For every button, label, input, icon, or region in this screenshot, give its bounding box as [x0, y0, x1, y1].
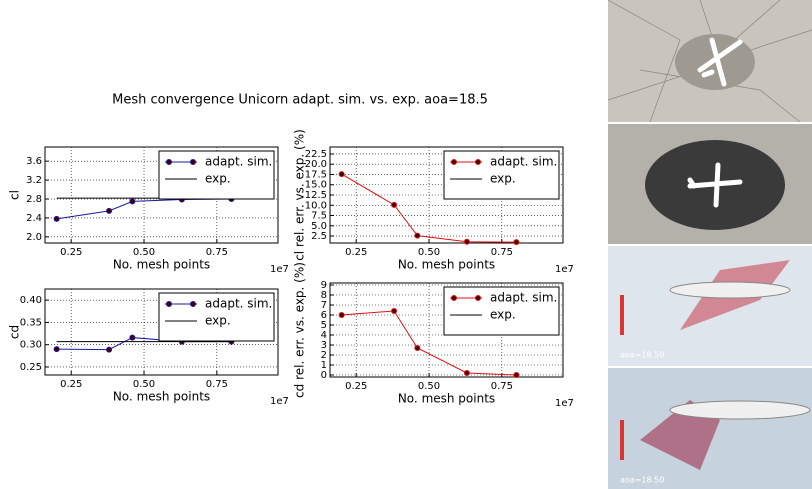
legend-label: adapt. sim.: [205, 297, 272, 311]
legend-marker: [476, 296, 481, 301]
legend-marker: [191, 160, 196, 165]
data-point: [54, 347, 59, 352]
data-point: [107, 208, 112, 213]
legend-label: exp.: [490, 172, 516, 186]
y-tick-label: 5: [321, 320, 327, 331]
y-tick-label: 9: [321, 280, 327, 291]
x-offset-label: 1e7: [270, 264, 289, 275]
legend-label: exp.: [205, 172, 231, 186]
data-point: [392, 309, 397, 314]
x-tick-label: 0.25: [60, 247, 82, 258]
data-point: [464, 239, 469, 244]
x-tick-label: 0.50: [418, 247, 440, 258]
y-tick-label: 0.25: [20, 362, 42, 373]
data-point: [415, 346, 420, 351]
legend-label: exp.: [205, 314, 231, 328]
y-tick-label: 2.5: [311, 231, 327, 242]
y-tick-label: 12.5: [305, 190, 327, 201]
y-tick-label: 3: [321, 340, 327, 351]
x-tick-label: 0.75: [206, 379, 228, 390]
figure: Mesh convergence Unicorn adapt. sim. vs.…: [0, 0, 812, 489]
y-tick-label: 17.5: [305, 169, 327, 180]
y-tick-label: 15.0: [305, 180, 327, 191]
legend-marker: [191, 302, 196, 307]
x-tick-label: 0.25: [345, 381, 367, 392]
y-axis-label: cd rel. err. vs. exp. (%): [293, 262, 307, 398]
x-axis-label: No. mesh points: [113, 390, 210, 404]
airplane: [670, 401, 810, 419]
legend-label: adapt. sim.: [205, 155, 272, 169]
y-axis-label: cl: [8, 190, 22, 200]
x-tick-label: 0.50: [133, 247, 155, 258]
colorbar: [620, 420, 624, 460]
image-label: aoa=18.50: [620, 351, 664, 360]
data-point: [107, 347, 112, 352]
x-axis-label: No. mesh points: [113, 258, 210, 272]
y-axis-label: cd: [8, 325, 22, 339]
legend-marker: [167, 160, 172, 165]
y-axis-label: cl rel. err. vs. exp. (%): [293, 129, 307, 261]
y-tick-label: 0.35: [20, 317, 42, 328]
x-offset-label: 1e7: [270, 396, 289, 407]
airplane: [670, 282, 790, 298]
data-point: [54, 216, 59, 221]
y-tick-label: 4: [321, 330, 327, 341]
y-tick-label: 22.5: [305, 149, 327, 160]
x-tick-label: 0.75: [491, 247, 513, 258]
legend-marker: [167, 302, 172, 307]
legend-label: exp.: [490, 308, 516, 322]
page: Mesh convergence Unicorn adapt. sim. vs.…: [0, 0, 812, 489]
x-offset-label: 1e7: [555, 264, 574, 275]
y-tick-label: 10.0: [305, 200, 327, 211]
legend-marker: [452, 160, 457, 165]
y-tick-label: 5.0: [311, 221, 327, 232]
y-tick-label: 0.40: [20, 295, 42, 306]
legend-marker: [476, 160, 481, 165]
x-offset-label: 1e7: [555, 398, 574, 409]
data-point: [415, 233, 420, 238]
legend-label: adapt. sim.: [490, 291, 557, 305]
x-tick-label: 0.25: [60, 379, 82, 390]
x-tick-label: 0.50: [418, 381, 440, 392]
y-tick-label: 2: [321, 350, 327, 361]
y-tick-label: 2.4: [26, 213, 42, 224]
y-tick-label: 7: [321, 300, 327, 311]
x-tick-label: 0.50: [133, 379, 155, 390]
y-tick-label: 6: [321, 310, 327, 321]
data-point: [130, 199, 135, 204]
x-tick-label: 0.75: [206, 247, 228, 258]
legend-marker: [452, 296, 457, 301]
x-axis-label: No. mesh points: [398, 392, 495, 406]
y-tick-label: 1: [321, 360, 327, 371]
x-tick-label: 0.75: [491, 381, 513, 392]
data-point: [339, 172, 344, 177]
y-tick-label: 2.8: [26, 194, 42, 205]
data-point: [130, 335, 135, 340]
y-tick-label: 2.0: [26, 232, 42, 243]
figure-title: Mesh convergence Unicorn adapt. sim. vs.…: [112, 93, 488, 108]
render-panels: aoa=18.50 aoa=18.50: [608, 0, 812, 489]
y-tick-label: 0: [321, 370, 327, 381]
data-point: [464, 371, 469, 376]
y-tick-label: 3.2: [26, 175, 42, 186]
image-label: aoa=18.50: [620, 476, 664, 485]
y-tick-label: 20.0: [305, 159, 327, 170]
data-point: [339, 313, 344, 318]
x-axis-label: No. mesh points: [398, 258, 495, 272]
x-tick-label: 0.25: [345, 247, 367, 258]
legend-label: adapt. sim.: [490, 155, 557, 169]
y-tick-label: 0.30: [20, 340, 42, 351]
data-point: [392, 202, 397, 207]
data-point: [514, 373, 519, 378]
colorbar: [620, 295, 624, 335]
y-tick-label: 3.6: [26, 156, 42, 167]
y-tick-label: 7.5: [311, 211, 327, 222]
y-tick-label: 8: [321, 290, 327, 301]
data-point: [514, 240, 519, 245]
